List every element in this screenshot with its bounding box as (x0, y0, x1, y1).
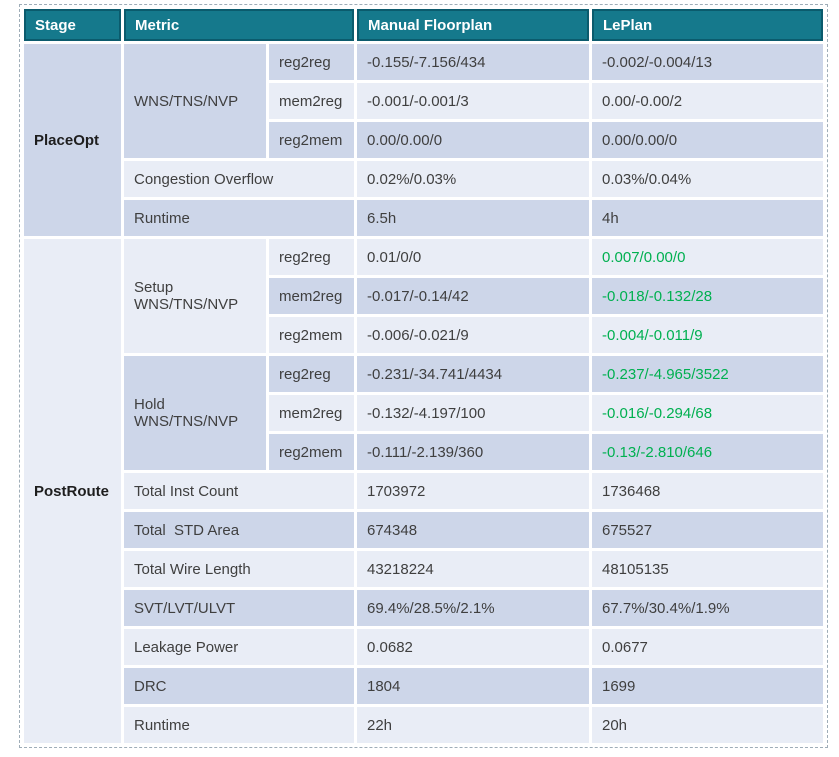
comparison-table: Stage Metric Manual Floorplan LePlan Pla… (21, 6, 826, 746)
value-cell-leplan: 4h (592, 200, 823, 236)
value-cell-leplan: 0.03%/0.04% (592, 161, 823, 197)
metric-cell-congestion-overflow: Congestion Overflow (124, 161, 354, 197)
value-cell-leplan: -0.004/-0.011/9 (592, 317, 823, 353)
value-cell-manual: -0.132/-4.197/100 (357, 395, 589, 431)
column-header-metric: Metric (124, 9, 354, 41)
value-cell-manual: 0.02%/0.03% (357, 161, 589, 197)
value-cell-leplan: 48105135 (592, 551, 823, 587)
metric-cell-runtime: Runtime (124, 707, 354, 743)
table-row: reg2mem -0.006/-0.021/9 -0.004/-0.011/9 (24, 317, 823, 353)
value-cell-leplan: -0.237/-4.965/3522 (592, 356, 823, 392)
submetric-cell-reg2reg: reg2reg (269, 44, 354, 80)
table-row: mem2reg -0.017/-0.14/42 -0.018/-0.132/28 (24, 278, 823, 314)
value-cell-manual: 6.5h (357, 200, 589, 236)
value-cell-leplan: 0.007/0.00/0 (592, 239, 823, 275)
metric-cell-wns-tns-nvp: WNS/TNS/NVP (124, 44, 266, 158)
value-cell-leplan: 0.00/0.00/0 (592, 122, 823, 158)
value-cell-manual: -0.231/-34.741/4434 (357, 356, 589, 392)
metric-cell-setup-wns-tns-nvp: Setup WNS/TNS/NVP (124, 239, 266, 353)
value-cell-manual: -0.006/-0.021/9 (357, 317, 589, 353)
stage-cell-placeopt: PlaceOpt (24, 44, 121, 236)
value-cell-leplan: 0.00/-0.00/2 (592, 83, 823, 119)
metric-cell-runtime: Runtime (124, 200, 354, 236)
value-cell-manual: -0.111/-2.139/360 (357, 434, 589, 470)
value-cell-manual: 0.00/0.00/0 (357, 122, 589, 158)
table-row: Total Wire Length 43218224 48105135 (24, 551, 823, 587)
submetric-cell-reg2mem: reg2mem (269, 122, 354, 158)
value-cell-leplan: -0.13/-2.810/646 (592, 434, 823, 470)
metric-cell-svt-lvt-ulvt: SVT/LVT/ULVT (124, 590, 354, 626)
value-cell-manual: -0.017/-0.14/42 (357, 278, 589, 314)
value-cell-leplan: -0.002/-0.004/13 (592, 44, 823, 80)
table-row: SVT/LVT/ULVT 69.4%/28.5%/2.1% 67.7%/30.4… (24, 590, 823, 626)
submetric-cell-mem2reg: mem2reg (269, 278, 354, 314)
table-row: Total STD Area 674348 675527 (24, 512, 823, 548)
column-header-manual-floorplan: Manual Floorplan (357, 9, 589, 41)
metric-cell-leakage-power: Leakage Power (124, 629, 354, 665)
table-row: Congestion Overflow 0.02%/0.03% 0.03%/0.… (24, 161, 823, 197)
metric-cell-total-inst-count: Total Inst Count (124, 473, 354, 509)
value-cell-leplan: 675527 (592, 512, 823, 548)
value-cell-leplan: 0.0677 (592, 629, 823, 665)
table-row: DRC 1804 1699 (24, 668, 823, 704)
table-row: reg2mem -0.111/-2.139/360 -0.13/-2.810/6… (24, 434, 823, 470)
stage-cell-postroute: PostRoute (24, 239, 121, 743)
table-row: mem2reg -0.001/-0.001/3 0.00/-0.00/2 (24, 83, 823, 119)
header-row: Stage Metric Manual Floorplan LePlan (24, 9, 823, 41)
value-cell-leplan: -0.018/-0.132/28 (592, 278, 823, 314)
table-row: Total Inst Count 1703972 1736468 (24, 473, 823, 509)
column-header-leplan: LePlan (592, 9, 823, 41)
value-cell-leplan: 67.7%/30.4%/1.9% (592, 590, 823, 626)
value-cell-manual: 22h (357, 707, 589, 743)
metric-cell-total-wire-length: Total Wire Length (124, 551, 354, 587)
table-row: PlaceOpt WNS/TNS/NVP reg2reg -0.155/-7.1… (24, 44, 823, 236)
value-cell-manual: -0.001/-0.001/3 (357, 83, 589, 119)
value-cell-manual: 69.4%/28.5%/2.1% (357, 590, 589, 626)
value-cell-manual: 0.0682 (357, 629, 589, 665)
table-row: Leakage Power 0.0682 0.0677 (24, 629, 823, 665)
value-cell-manual: 1703972 (357, 473, 589, 509)
value-cell-leplan: 1699 (592, 668, 823, 704)
table-row: reg2mem 0.00/0.00/0 0.00/0.00/0 (24, 122, 823, 158)
value-cell-manual: 43218224 (357, 551, 589, 587)
table-row: Hold WNS/TNS/NVP reg2reg -0.231/-34.741/… (24, 356, 823, 470)
value-cell-manual: 674348 (357, 512, 589, 548)
submetric-cell-mem2reg: mem2reg (269, 395, 354, 431)
submetric-cell-reg2mem: reg2mem (269, 317, 354, 353)
value-cell-leplan: -0.016/-0.294/68 (592, 395, 823, 431)
value-cell-leplan: 20h (592, 707, 823, 743)
submetric-cell-mem2reg: mem2reg (269, 83, 354, 119)
value-cell-manual: 0.01/0/0 (357, 239, 589, 275)
metric-cell-drc: DRC (124, 668, 354, 704)
submetric-cell-reg2reg: reg2reg (269, 239, 354, 275)
submetric-cell-reg2reg: reg2reg (269, 356, 354, 392)
submetric-cell-reg2mem: reg2mem (269, 434, 354, 470)
table-row: Runtime 6.5h 4h (24, 200, 823, 236)
metric-cell-hold-wns-tns-nvp: Hold WNS/TNS/NVP (124, 356, 266, 470)
column-header-stage: Stage (24, 9, 121, 41)
table-row: mem2reg -0.132/-4.197/100 -0.016/-0.294/… (24, 395, 823, 431)
value-cell-leplan: 1736468 (592, 473, 823, 509)
value-cell-manual: 1804 (357, 668, 589, 704)
metric-cell-total-std-area: Total STD Area (124, 512, 354, 548)
table-outer-dashed-frame: Stage Metric Manual Floorplan LePlan Pla… (19, 4, 828, 748)
value-cell-manual: -0.155/-7.156/434 (357, 44, 589, 80)
table-row: Runtime 22h 20h (24, 707, 823, 743)
table-row: PostRoute Setup WNS/TNS/NVP reg2reg 0.01… (24, 239, 823, 743)
